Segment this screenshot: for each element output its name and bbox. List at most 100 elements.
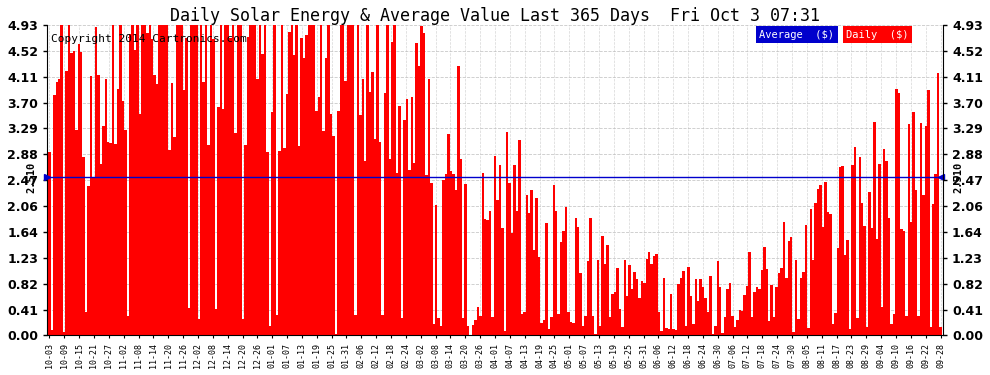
Bar (494, 156, 496, 335)
Bar (318, 97, 320, 335)
Bar (611, 294, 614, 335)
Bar (792, 332, 795, 335)
Bar (276, 315, 278, 335)
Bar (599, 326, 602, 335)
Bar (900, 230, 903, 335)
Bar (572, 322, 574, 335)
Bar (830, 214, 832, 335)
Bar (457, 66, 459, 335)
Bar (222, 109, 225, 335)
Bar (903, 231, 905, 335)
Bar (636, 279, 639, 335)
Bar (411, 96, 413, 335)
Bar (607, 245, 609, 335)
Bar (868, 192, 871, 335)
Bar (148, 25, 151, 335)
Bar (895, 88, 898, 335)
Bar (92, 178, 95, 335)
Bar (190, 25, 193, 335)
Bar (428, 79, 430, 335)
Bar (743, 296, 745, 335)
Bar (467, 326, 469, 335)
Bar (337, 111, 340, 335)
Bar (217, 106, 220, 335)
Bar (820, 185, 822, 335)
Bar (810, 209, 812, 335)
Bar (408, 170, 411, 335)
Bar (486, 220, 489, 335)
Bar (768, 321, 770, 335)
Bar (386, 25, 388, 335)
Bar (85, 312, 87, 335)
Bar (137, 25, 139, 335)
Bar (729, 283, 732, 335)
Bar (433, 324, 435, 335)
Bar (648, 252, 650, 335)
Bar (697, 301, 699, 335)
Bar (215, 309, 217, 335)
Bar (863, 226, 866, 335)
Bar (114, 144, 117, 335)
Bar (536, 198, 538, 335)
Bar (112, 25, 114, 335)
Bar (105, 79, 107, 335)
Bar (672, 328, 675, 335)
Bar (853, 147, 856, 335)
Bar (80, 52, 82, 335)
Bar (205, 25, 207, 335)
Bar (50, 330, 53, 335)
Bar (168, 150, 170, 335)
Bar (53, 95, 55, 335)
Bar (817, 189, 820, 335)
Bar (690, 296, 692, 335)
Bar (795, 260, 797, 335)
Bar (70, 53, 72, 335)
Bar (443, 180, 445, 335)
Bar (682, 271, 685, 335)
Bar (745, 286, 748, 335)
Bar (119, 25, 122, 335)
Bar (499, 165, 501, 335)
Bar (476, 307, 479, 335)
Bar (479, 316, 481, 335)
Bar (511, 233, 514, 335)
Bar (641, 281, 644, 335)
Bar (861, 202, 863, 335)
Bar (151, 39, 153, 335)
Bar (170, 82, 173, 335)
Bar (388, 159, 391, 335)
Bar (893, 314, 895, 335)
Bar (898, 93, 900, 335)
Bar (699, 279, 702, 335)
Bar (134, 50, 137, 335)
Bar (251, 25, 253, 335)
Bar (313, 25, 315, 335)
Bar (271, 112, 273, 335)
Bar (545, 223, 547, 335)
Bar (626, 296, 629, 335)
Bar (562, 231, 564, 335)
Bar (930, 327, 932, 335)
Bar (310, 25, 313, 335)
Bar (124, 130, 127, 335)
Bar (858, 157, 861, 335)
Bar (724, 317, 727, 335)
Bar (158, 25, 160, 335)
Bar (737, 320, 739, 335)
Bar (760, 270, 763, 335)
Bar (383, 93, 386, 335)
Bar (165, 25, 168, 335)
Bar (72, 51, 75, 335)
Bar (800, 278, 802, 335)
Bar (376, 25, 379, 335)
Bar (755, 288, 758, 335)
Bar (462, 318, 464, 335)
Bar (763, 248, 765, 335)
Bar (328, 25, 330, 335)
Bar (406, 99, 408, 335)
Bar (650, 264, 653, 335)
Bar (675, 330, 677, 335)
Bar (639, 298, 641, 335)
Bar (127, 316, 129, 335)
Bar (822, 227, 825, 335)
